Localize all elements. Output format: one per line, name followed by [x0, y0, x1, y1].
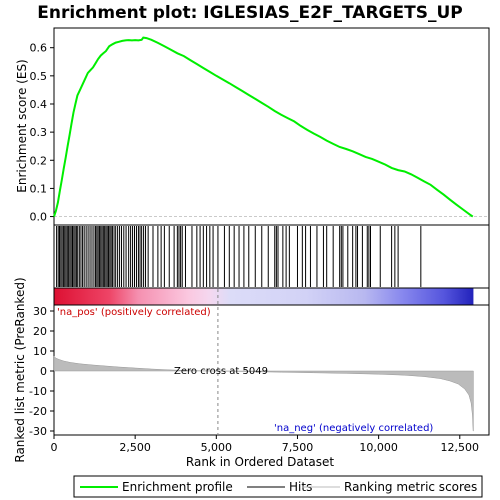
metric-y-tick-label: 0	[40, 365, 47, 378]
ranking-metric-area	[53, 355, 474, 432]
metric-y-tick-label: 30	[33, 305, 47, 318]
es-y-tick-label: 0.0	[30, 211, 48, 224]
metric-y-tick-label: -10	[29, 385, 47, 398]
x-tick-label: 12,500	[441, 441, 480, 454]
legend-enrichment-label: Enrichment profile	[122, 480, 233, 494]
es-y-tick-label: 0.2	[30, 154, 48, 167]
x-tick-label: 7,500	[282, 441, 314, 454]
x-axis-label: Rank in Ordered Dataset	[186, 455, 334, 469]
metric-y-tick-label: 10	[33, 345, 47, 358]
rank-strip-fill	[54, 288, 474, 305]
metric-y-tick-label: -30	[29, 425, 47, 438]
x-tick-label: 5,000	[201, 441, 233, 454]
metric-y-axis-label: Ranked list metric (PreRanked)	[13, 277, 27, 462]
legend: Enrichment profile Hits Ranking metric s…	[73, 475, 483, 498]
negative-correlation-label: 'na_neg' (negatively correlated)	[274, 423, 433, 434]
zero-cross-label: Zero cross at 5049	[174, 366, 268, 377]
metric-panel: 30 20 10 0 -10 -20 -30 'na_pos' (positively co…	[29, 289, 490, 438]
hits-panel	[53, 224, 490, 289]
rank-color-strip	[53, 287, 490, 306]
hit-lines	[56, 226, 422, 287]
es-y-tick-label: 0.5	[30, 70, 48, 83]
x-tick-label: 2,500	[119, 441, 151, 454]
metric-y-tick-label: 20	[33, 325, 47, 338]
es-panel: 0.0 0.1 0.2 0.3 0.4 0.5 0.6	[30, 27, 490, 226]
positive-correlation-label: 'na_pos' (positively correlated)	[57, 307, 211, 318]
legend-hits-label: Hits	[289, 480, 312, 494]
enrichment-profile-line	[53, 36, 474, 218]
es-y-tick-label: 0.6	[30, 42, 48, 55]
es-y-axis-label: Enrichment score (ES)	[15, 59, 29, 192]
es-y-tick-label: 0.3	[30, 126, 48, 139]
es-y-tick-label: 0.1	[30, 182, 48, 195]
x-tick-label: 0	[51, 441, 58, 454]
legend-metric-label: Ranking metric scores	[344, 480, 477, 494]
es-y-tick-label: 0.4	[30, 98, 48, 111]
x-axis-ticks: 0 2,500 5,000 7,500 10,000 12,500	[51, 435, 480, 454]
x-tick-label: 10,000	[359, 441, 398, 454]
metric-y-tick-label: -20	[29, 405, 47, 418]
chart-title: Enrichment plot: IGLESIAS_E2F_TARGETS_UP	[37, 3, 462, 23]
es-y-ticks: 0.0 0.1 0.2 0.3 0.4 0.5 0.6	[30, 42, 54, 224]
metric-y-ticks: 30 20 10 0 -10 -20 -30	[29, 305, 54, 438]
